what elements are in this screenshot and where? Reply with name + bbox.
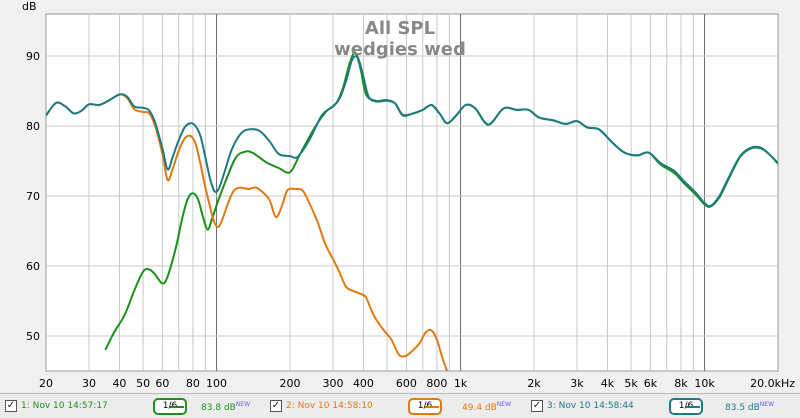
level-value-1: 83.8 dB [201,403,236,413]
x-tick-label: 800 [426,377,447,390]
legend-level-2: 49.4 dBNEW [462,401,511,413]
plot-area [45,13,779,372]
axis-ticks: 20 30 40 50 60 80 100 200 300 400 600 800 1k 2k 3k 4k 5k… [26,50,795,390]
legend-bar: ✓ 1: Nov 10 14:57:17 1/6 83.8 dBNEW ✓ 2:… [0,393,800,418]
legend-checkbox-3[interactable]: ✓ [531,400,543,412]
level-value-3: 83.5 dB [725,403,760,413]
smoothing-badge-1[interactable]: 1/6 [153,398,187,415]
x-tick-label: 1k [454,377,468,390]
series-line-3 [46,55,778,208]
x-tick-label: 40 [112,377,126,390]
x-tick-label: 5k [624,377,638,390]
chart-title: All SPL [365,18,435,39]
x-tick-label: 8k [674,377,688,390]
legend-checkbox-2[interactable]: ✓ [270,400,282,412]
series-line-2 [46,93,448,371]
smoothing-value-2: 1/6 [410,400,440,413]
legend-level-3: 83.5 dBNEW [725,401,774,413]
new-badge-3: NEW [759,401,775,408]
smoothing-badge-2[interactable]: 1/6 [408,398,442,415]
x-tick-label: 30 [82,377,96,390]
x-tick-label: 20.0kHz [750,377,795,390]
level-value-2: 49.4 dB [462,403,497,413]
y-tick-label: 90 [26,50,40,63]
legend-checkbox-1[interactable]: ✓ [5,400,17,412]
x-tick-label: 600 [396,377,417,390]
x-tick-label: 6k [644,377,658,390]
smoothing-value-1: 1/6 [155,400,185,413]
x-tick-label: 300 [322,377,343,390]
x-tick-label: 400 [353,377,374,390]
y-axis-label: dB [22,0,37,13]
y-tick-label: 70 [26,190,40,203]
x-tick-label: 4k [601,377,615,390]
chart-subtitle: wedgies wed [334,39,466,60]
smoothing-badge-3[interactable]: 1/6 [669,398,703,415]
new-badge-2: NEW [496,401,512,408]
y-tick-label: 60 [26,260,40,273]
x-tick-label: 200 [280,377,301,390]
y-tick-label: 50 [26,330,40,343]
x-tick-label: 10k [694,377,715,390]
x-tick-label: 80 [186,377,200,390]
legend-label-2: 2: Nov 10 14:58:10 [286,401,373,411]
legend-label-1: 1: Nov 10 14:57:17 [21,401,108,411]
x-tick-label: 50 [136,377,150,390]
legend-level-1: 83.8 dBNEW [201,401,250,413]
series-group [46,51,778,371]
smoothing-value-3: 1/6 [671,400,701,413]
x-tick-label: 100 [206,377,227,390]
x-tick-label: 60 [155,377,169,390]
y-tick-label: 80 [26,120,40,133]
x-tick-label: 2k [527,377,541,390]
spl-chart[interactable]: 20 30 40 50 60 80 100 200 300 400 600 800 1k 2k 3k 4k 5k… [0,0,800,393]
new-badge-1: NEW [235,401,251,408]
legend-label-3: 3: Nov 10 14:58:44 [547,401,634,411]
x-tick-label: 20 [39,377,53,390]
x-tick-label: 3k [570,377,584,390]
